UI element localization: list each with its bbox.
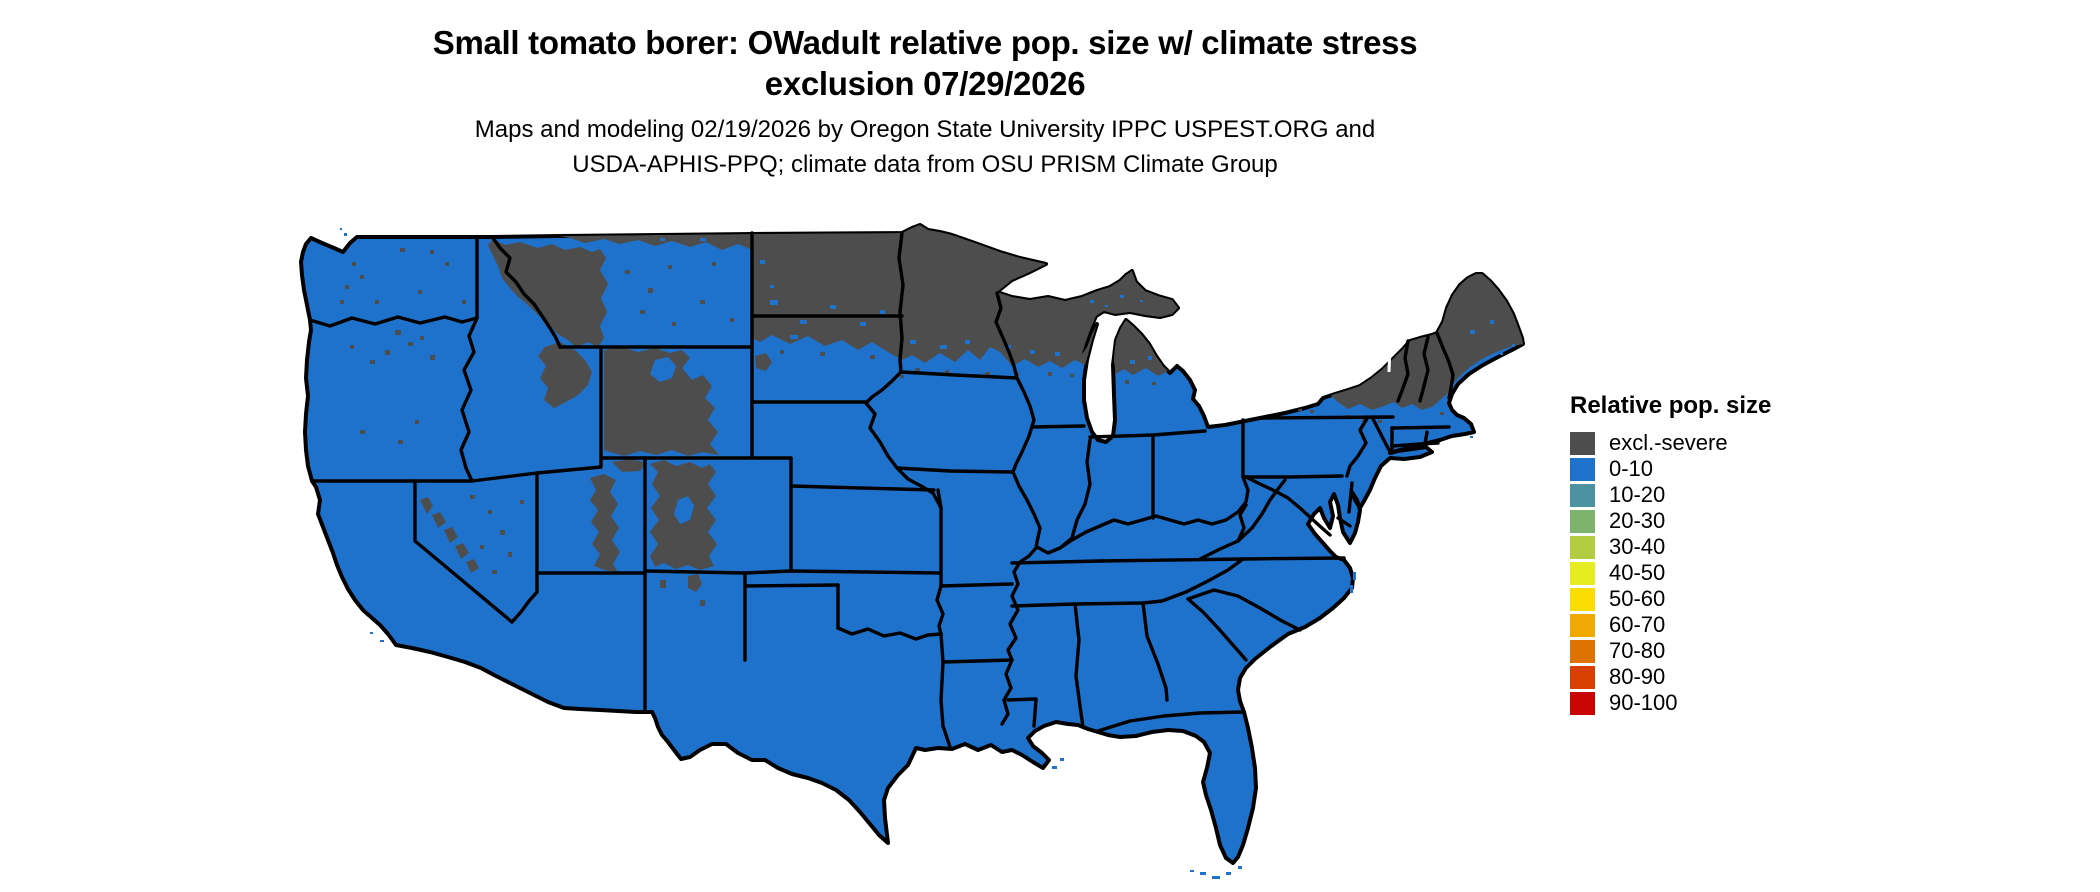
legend-item-30-40: 30-40 (1570, 534, 1771, 560)
legend-item-0-10: 0-10 (1570, 456, 1771, 482)
legend-swatch (1570, 483, 1595, 507)
legend-item-excl.-severe: excl.-severe (1570, 430, 1771, 456)
map-subtitle-line1: Maps and modeling 02/19/2026 by Oregon S… (474, 116, 1376, 143)
legend-swatch (1570, 587, 1595, 611)
legend-rows: excl.-severe 0-10 10-20 20-30 30-40 40-50 50-6… (1570, 430, 1771, 716)
legend: Relative pop. size excl.-severe 0-10 10-20… (1570, 392, 1771, 716)
legend-item-70-80: 70-80 (1570, 638, 1771, 664)
coastal-specks (340, 228, 1515, 879)
legend-label: 10-20 (1609, 482, 1666, 507)
legend-swatch (1570, 691, 1595, 715)
legend-item-10-20: 10-20 (1570, 482, 1771, 508)
legend-swatch (1570, 665, 1595, 689)
legend-label: 60-70 (1609, 612, 1666, 637)
exclusion-black-hills (755, 353, 772, 371)
state-borders (308, 231, 1455, 749)
exclusion-new-mexico (688, 574, 702, 592)
legend-label: 30-40 (1609, 534, 1666, 559)
legend-item-80-90: 80-90 (1570, 664, 1771, 690)
legend-swatch (1570, 431, 1595, 455)
us-map-svg (299, 223, 1525, 879)
legend-title: Relative pop. size (1570, 392, 1772, 419)
legend-swatch (1570, 639, 1595, 663)
legend-swatch (1570, 457, 1595, 481)
legend-item-60-70: 60-70 (1570, 612, 1771, 638)
exclusion-lower-michigan (1114, 320, 1168, 376)
map-subtitle: Maps and modeling 02/19/2026 by Oregon S… (295, 112, 1555, 182)
legend-item-50-60: 50-60 (1570, 586, 1771, 612)
map-title-line2: exclusion 07/29/2026 (764, 65, 1086, 102)
legend-swatch (1570, 509, 1595, 533)
exclusion-central-idaho (538, 342, 592, 408)
legend-item-90-100: 90-100 (1570, 690, 1771, 716)
exclusion-overlay (340, 225, 1523, 606)
legend-swatch (1570, 613, 1595, 637)
map-subtitle-line2: USDA-APHIS-PPQ; climate data from OSU PR… (572, 151, 1278, 178)
legend-label: 70-80 (1609, 638, 1666, 663)
legend-swatch (1570, 561, 1595, 585)
legend-item-40-50: 40-50 (1570, 560, 1771, 586)
legend-item-20-30: 20-30 (1570, 508, 1771, 534)
legend-label: 40-50 (1609, 560, 1666, 585)
legend-label: excl.-severe (1609, 430, 1728, 455)
legend-swatch (1570, 535, 1595, 559)
exclusion-wyoming (604, 347, 719, 456)
exclusion-idaho-montana (488, 239, 608, 347)
lake-champlain (1387, 343, 1392, 373)
exclusion-north-band (560, 225, 1178, 368)
us-map (290, 215, 1540, 890)
exclusion-blue-holes (650, 238, 1494, 524)
map-title: Small tomato borer: OWadult relative pop… (295, 22, 1555, 104)
map-title-line1: Small tomato borer: OWadult relative pop… (432, 24, 1418, 61)
legend-label: 20-30 (1609, 508, 1666, 533)
legend-label: 90-100 (1609, 690, 1678, 715)
legend-label: 80-90 (1609, 664, 1666, 689)
legend-label: 0-10 (1609, 456, 1654, 481)
exclusion-utah (590, 474, 620, 572)
legend-label: 50-60 (1609, 586, 1666, 611)
